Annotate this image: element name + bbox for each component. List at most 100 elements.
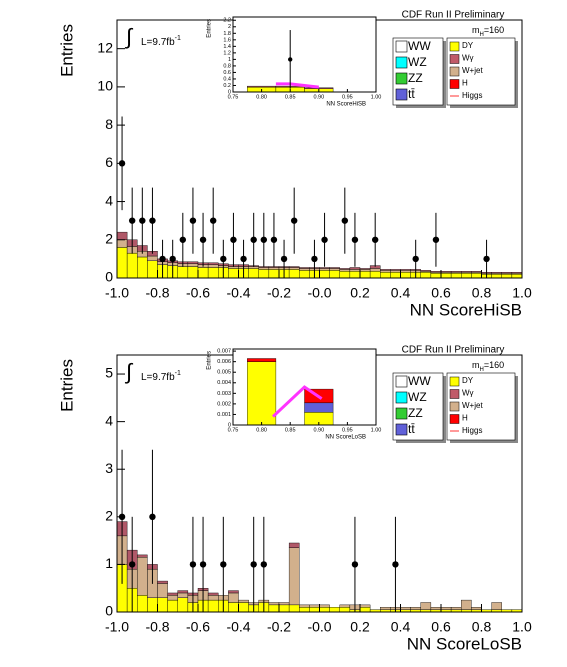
stack-segment bbox=[329, 270, 340, 279]
stack-segment bbox=[299, 604, 310, 608]
y-tick-label: 2 bbox=[105, 230, 113, 246]
stack-segment bbox=[440, 607, 452, 610]
stack-segment bbox=[288, 547, 300, 606]
legend-label: Higgs bbox=[462, 91, 482, 100]
stack-segment bbox=[147, 255, 158, 261]
stack-segment bbox=[167, 592, 178, 596]
y-tick-label: 0 bbox=[228, 422, 231, 428]
data-point bbox=[128, 561, 136, 568]
x-tick-label: 1.00 bbox=[371, 427, 382, 433]
y-tick-label: 0.4 bbox=[223, 76, 231, 82]
x-tick-label: -0.8 bbox=[145, 619, 169, 635]
y-tick-label: 8 bbox=[105, 116, 113, 132]
lumi-label-part: L=9.7fb bbox=[141, 37, 175, 48]
x-tick-label: 0.90 bbox=[313, 427, 324, 433]
y-tick-label: 0.2 bbox=[223, 83, 231, 89]
stack-segment bbox=[288, 267, 300, 270]
stack-segment bbox=[390, 269, 401, 271]
y-tick-label: 10 bbox=[97, 78, 113, 94]
y-tick-label: 2 bbox=[228, 24, 231, 30]
y-tick-label: 0 bbox=[228, 89, 231, 95]
x-tick-label: 0.90 bbox=[313, 94, 324, 100]
stack-segment bbox=[501, 272, 513, 274]
stack-segment bbox=[187, 263, 199, 267]
lumi-integral: ∫ bbox=[124, 359, 134, 384]
stack-segment bbox=[319, 267, 330, 269]
stack-segment bbox=[369, 271, 381, 279]
legend-label: DY bbox=[462, 41, 474, 50]
stack-segment bbox=[116, 231, 128, 240]
stack-segment bbox=[247, 361, 277, 426]
y-tick-label: 1.6 bbox=[223, 37, 231, 43]
stack-segment bbox=[288, 604, 300, 613]
stack-segment bbox=[329, 268, 340, 271]
lumi-label: L=9.7fb-1 bbox=[141, 35, 181, 48]
y-tick-label: 4 bbox=[105, 192, 113, 208]
legend-swatch bbox=[449, 66, 460, 77]
legend-swatch bbox=[449, 41, 460, 52]
x-tick-label: 0.75 bbox=[228, 427, 239, 433]
stack-segment bbox=[309, 607, 320, 613]
x-tick-label: 0.2 bbox=[350, 619, 370, 635]
y-tick-label: 2 bbox=[105, 508, 113, 524]
stack-segment bbox=[319, 268, 330, 271]
stack-segment bbox=[471, 271, 482, 273]
legend-label: tt̄ bbox=[408, 422, 415, 436]
data-point bbox=[139, 217, 146, 224]
x-axis-label: NN ScoreLoSB bbox=[407, 634, 522, 653]
plot-border bbox=[232, 348, 377, 426]
data-point bbox=[260, 236, 268, 243]
x-tick-label: 0.85 bbox=[285, 427, 296, 433]
y-tick-label: 0.007 bbox=[217, 349, 231, 355]
stack-segment bbox=[359, 607, 371, 613]
stack-segment bbox=[157, 583, 168, 598]
x-tick-label: 0.95 bbox=[342, 427, 353, 433]
stack-segment bbox=[349, 269, 361, 272]
stack-segment bbox=[349, 271, 361, 279]
stack-segment bbox=[339, 604, 351, 608]
stack-segment bbox=[339, 271, 351, 279]
x-axis-label: NN ScoreLoSB bbox=[325, 435, 366, 441]
x-tick-label: 1.00 bbox=[371, 94, 382, 100]
stack-segment bbox=[258, 267, 270, 270]
data-point bbox=[128, 217, 136, 224]
x-tick-label: -0.8 bbox=[145, 285, 169, 301]
legend-label: H bbox=[462, 79, 468, 88]
stack-segment bbox=[228, 592, 239, 603]
stack-segment bbox=[288, 269, 300, 279]
y-tick-label: 0.003 bbox=[217, 391, 231, 397]
x-tick-label: -0.4 bbox=[226, 619, 250, 635]
stack-segment bbox=[278, 602, 290, 606]
stack-segment bbox=[430, 607, 442, 610]
data-point bbox=[199, 561, 207, 568]
data-point bbox=[412, 255, 419, 263]
stack-segment bbox=[288, 266, 300, 268]
legend-label: ZZ bbox=[408, 406, 423, 420]
stack-segment bbox=[461, 271, 472, 273]
x-tick-label: 0.2 bbox=[350, 285, 370, 301]
data-point bbox=[290, 217, 298, 224]
stack-segment bbox=[319, 270, 330, 279]
data-point bbox=[260, 561, 268, 568]
x-tick-label: -0.2 bbox=[267, 619, 291, 635]
legend-swatch bbox=[449, 79, 460, 89]
mass-label-part: =160 bbox=[484, 25, 504, 35]
x-tick-label: 0.80 bbox=[256, 427, 267, 433]
y-tick-label: 0.006 bbox=[217, 359, 231, 365]
legend-label: WZ bbox=[408, 390, 427, 404]
plot-border bbox=[232, 16, 377, 93]
stack-segment bbox=[319, 604, 330, 608]
stack-segment bbox=[491, 602, 502, 610]
stack-segment bbox=[309, 604, 320, 608]
stack-segment bbox=[167, 595, 178, 601]
y-tick-label: 4 bbox=[105, 412, 113, 428]
x-tick-label: 1.0 bbox=[512, 619, 532, 635]
mass-label-sub: H bbox=[480, 367, 484, 373]
y-axis-label: Entries bbox=[207, 19, 213, 38]
data-point bbox=[149, 217, 156, 224]
mass-label-part: m bbox=[472, 360, 480, 370]
y-tick-label: 1.8 bbox=[223, 31, 231, 37]
x-tick-label: -0.6 bbox=[186, 285, 210, 301]
legend-swatch bbox=[395, 40, 408, 53]
